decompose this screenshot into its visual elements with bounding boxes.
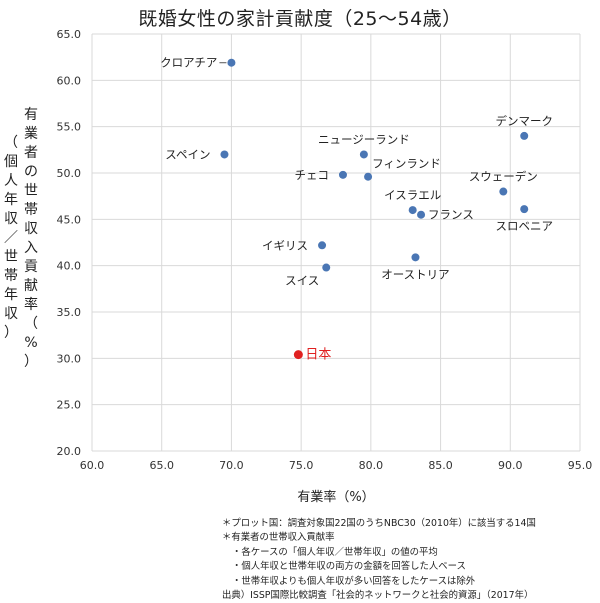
y-axis-label-sub: （ 個 人 年 収 ／ 世 帯 年 収 ） — [4, 135, 18, 341]
note-line: ・各ケースの「個人年収／世帯年収」の値の平均 — [232, 546, 438, 558]
x-tick-label: 75.0 — [289, 459, 314, 472]
y-tick-label: 65.0 — [57, 28, 82, 41]
data-label: デンマーク — [495, 114, 553, 128]
data-label: 日本 — [305, 348, 331, 363]
data-point — [417, 210, 426, 219]
y-tick-label: 55.0 — [57, 121, 82, 134]
x-tick-label: 90.0 — [498, 459, 523, 472]
data-point — [499, 187, 508, 196]
x-tick-label: 85.0 — [428, 459, 453, 472]
data-label: スウェーデン — [469, 170, 538, 184]
note-line: ・個人年収と世帯年収の両方の金額を回答した人ベース — [232, 561, 466, 573]
x-axis-label: 有業率（%） — [297, 490, 375, 505]
data-point — [408, 206, 417, 215]
data-label: スイス — [285, 274, 319, 288]
data-point — [220, 150, 229, 159]
chart-notes: ＊プロット国：調査対象国22国のうちNBC30（2010年）に該当する14国 ＊… — [222, 517, 536, 603]
y-axis-label: 有 業 者 の 世 帯 収 入 貢 献 率 （ % ） — [24, 107, 38, 370]
source-note: 出典）ISSP国際比較調査「社会的ネットワークと社会的資源」（2017年） — [222, 590, 534, 602]
y-tick-label: 50.0 — [57, 167, 82, 180]
y-tick-label: 60.0 — [57, 74, 82, 87]
data-point — [411, 253, 420, 262]
note-line: ・世帯年収よりも個人年収が多い回答をしたケースは除外 — [232, 575, 476, 587]
data-label: ニュージーランド — [318, 132, 410, 146]
data-point — [359, 150, 368, 159]
data-point — [520, 131, 529, 140]
y-tick-label: 35.0 — [57, 306, 82, 319]
data-label: チェコ — [294, 168, 329, 182]
chart-title: 既婚女性の家計貢献度（25～54歳） — [138, 8, 462, 30]
note-line: ＊有業者の世帯収入貢献率 — [222, 532, 335, 544]
data-point — [520, 205, 529, 214]
x-tick-label: 70.0 — [219, 459, 244, 472]
y-tick-label: 20.0 — [57, 445, 82, 458]
data-label: オーストリア — [381, 267, 449, 281]
data-point-highlight — [293, 350, 303, 360]
data-label: フランス — [428, 208, 474, 222]
data-label: スロベニア — [495, 219, 553, 233]
data-point — [322, 263, 331, 272]
data-label: イギリス — [262, 238, 308, 252]
data-label: フィンランド — [372, 157, 441, 171]
x-tick-label: 65.0 — [149, 459, 174, 472]
y-tick-label: 30.0 — [57, 352, 82, 365]
data-point — [338, 170, 347, 179]
data-label: クロアチア — [160, 56, 217, 70]
data-label: イスラエル — [384, 188, 441, 202]
x-tick-label: 80.0 — [359, 459, 384, 472]
data-point — [364, 172, 373, 181]
data-point — [227, 58, 236, 67]
data-label: スペイン — [165, 147, 210, 161]
y-tick-label: 25.0 — [57, 399, 82, 412]
note-line: ＊プロット国：調査対象国22国のうちNBC30（2010年）に該当する14国 — [222, 518, 536, 529]
x-tick-label: 60.0 — [80, 459, 105, 472]
y-tick-label: 40.0 — [57, 260, 82, 273]
y-tick-label: 45.0 — [57, 213, 82, 226]
data-point — [318, 241, 327, 250]
x-tick-label: 95.0 — [568, 459, 593, 472]
